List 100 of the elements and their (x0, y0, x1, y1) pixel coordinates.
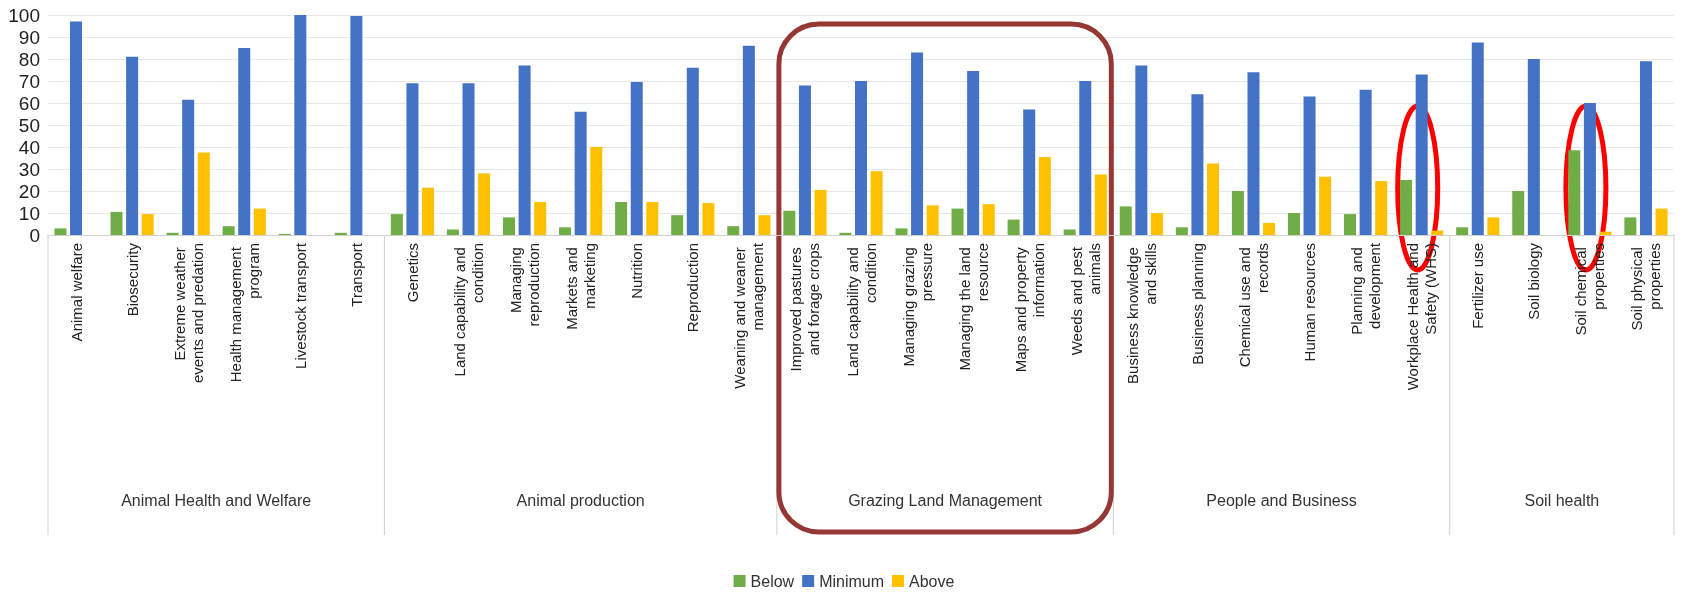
legend-label: Above (909, 572, 955, 590)
text: Soil health (1524, 491, 1600, 509)
x-tick-label: Soil chemical properties (1572, 243, 1608, 336)
bar (1063, 229, 1076, 235)
bar (574, 111, 587, 235)
x-tick-label: Animal welfare (67, 243, 85, 342)
bar (671, 215, 684, 235)
bar (1247, 72, 1260, 235)
bar (742, 45, 755, 235)
bar (1487, 217, 1500, 235)
bar (70, 21, 83, 235)
legend-label: Minimum (819, 572, 885, 590)
bar (1527, 59, 1540, 235)
bar (1415, 74, 1428, 235)
x-tick-label: Maps and property information (1011, 243, 1047, 373)
bar (182, 99, 195, 235)
x-tick-label: Land capability and condition (451, 243, 487, 377)
x-tick-label: Livestock transport (291, 242, 309, 369)
bar (502, 217, 515, 235)
bar (559, 227, 572, 235)
bar (1119, 206, 1132, 235)
bar (895, 228, 908, 235)
bar (1400, 180, 1413, 235)
bar (1375, 181, 1388, 235)
bar (951, 208, 964, 235)
x-tick-label: Improved pastures and forage crops (787, 243, 823, 372)
y-tick-label: 100 (8, 4, 40, 26)
bar (702, 203, 715, 235)
legend-label: Below (750, 572, 795, 590)
bar (814, 189, 827, 235)
bar (1175, 227, 1188, 235)
bar (141, 214, 154, 235)
bar (238, 48, 251, 235)
bar (839, 232, 852, 235)
x-tick-label: Workplace Health and Safety (WHS) (1404, 243, 1440, 391)
x-tick-label: Weeds and pest animals (1067, 243, 1103, 356)
y-tick-label: 40 (18, 136, 40, 158)
y-tick-label: 0 (29, 224, 40, 246)
x-tick-label: Soil physical properties (1628, 243, 1664, 331)
bar (1303, 96, 1316, 235)
y-tick-label: 80 (18, 48, 40, 70)
y-tick-label: 30 (18, 158, 40, 180)
x-tick-label: Weaning and weaner management (731, 242, 767, 389)
bar (1431, 230, 1444, 235)
bar (1624, 217, 1637, 235)
x-tick-label: Business knowledge and skills (1123, 243, 1159, 384)
bar (1359, 89, 1372, 235)
bar (294, 15, 307, 235)
bar (1344, 214, 1357, 235)
x-tick-label: Managing reproduction (507, 243, 543, 327)
bar (1007, 219, 1020, 235)
bar (406, 83, 419, 235)
bar (1135, 65, 1148, 235)
text: Animal production (516, 491, 645, 509)
x-tick-label: Fertilizer use (1469, 243, 1487, 329)
bar (1231, 191, 1244, 235)
bar (1319, 176, 1332, 235)
y-tick-label: 10 (18, 202, 40, 224)
x-tick-label: Nutrition (628, 243, 646, 299)
bar (1287, 213, 1300, 235)
bar (982, 204, 995, 235)
bar (110, 211, 123, 235)
bar (615, 202, 628, 235)
bar (798, 85, 811, 235)
bar (166, 232, 179, 235)
bar (783, 210, 796, 235)
bar (967, 71, 980, 235)
x-tick-label: Extreme weather events and predation (170, 243, 206, 384)
bar (197, 152, 210, 235)
text: Grazing Land Management (848, 491, 1043, 509)
bar (1583, 103, 1596, 235)
bar (758, 215, 771, 235)
bar (1568, 150, 1581, 235)
bar (54, 228, 67, 235)
bar (590, 147, 603, 235)
bar (518, 65, 531, 235)
x-tick-label: Managing grazing pressure (899, 243, 935, 367)
x-tick-label: Transport (347, 242, 365, 307)
y-tick-label: 50 (18, 114, 40, 136)
bar (855, 81, 867, 235)
text: People and Business (1206, 491, 1357, 509)
bar (446, 229, 459, 235)
y-tick-label: 90 (18, 26, 40, 48)
bar (422, 187, 435, 235)
bar (1023, 109, 1036, 235)
x-tick-label: Markets and marketing (563, 243, 599, 330)
bar (350, 16, 363, 235)
x-tick-label: Health management program (226, 243, 262, 383)
bar (870, 171, 883, 235)
y-tick-label: 20 (18, 180, 40, 202)
bar (1655, 208, 1668, 235)
x-tick-label: Planning and development (1348, 242, 1384, 335)
bar (1471, 42, 1484, 235)
bar (1512, 191, 1525, 235)
bar (630, 82, 643, 235)
x-tick-label: Reproduction (684, 243, 702, 333)
y-tick-label: 60 (18, 92, 40, 114)
bar (478, 173, 491, 235)
bar (1207, 163, 1220, 235)
x-tick-label: Biosecurity (123, 242, 141, 317)
